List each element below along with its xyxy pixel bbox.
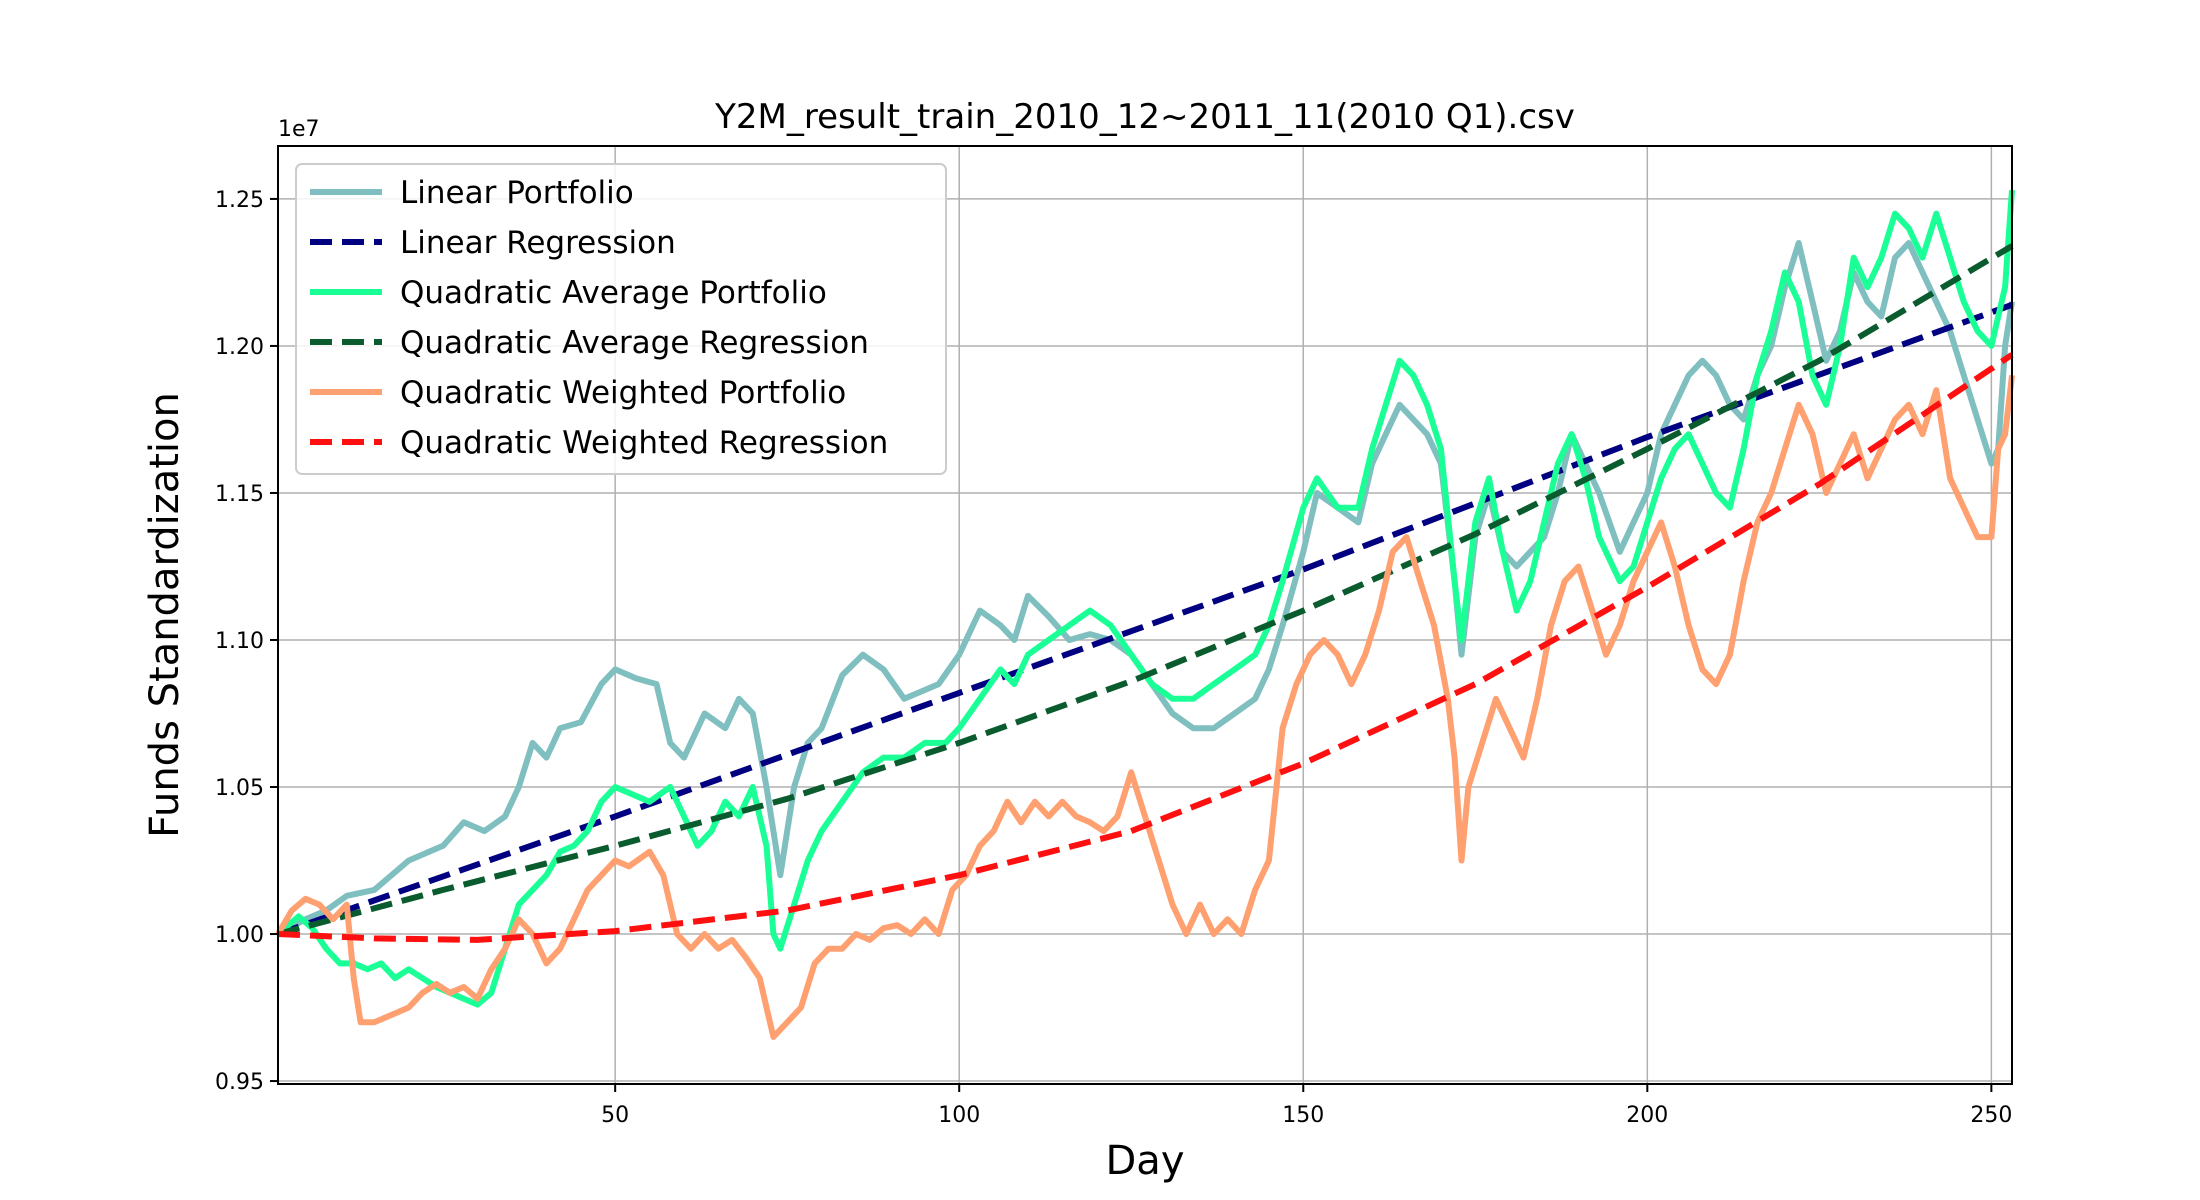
y-tick-label: 1.25 bbox=[215, 188, 264, 213]
legend: Linear Portfolio Linear Regression Quadrat… bbox=[295, 163, 947, 475]
x-axis-title: Day bbox=[1106, 1138, 1185, 1184]
y-tick-label: 1.10 bbox=[215, 629, 264, 654]
legend-label: Quadratic Average Regression bbox=[400, 325, 869, 361]
y-tick-label: 1.00 bbox=[215, 923, 264, 948]
series-lines bbox=[275, 189, 2015, 1040]
chart-title: Y2M_result_train_2010_12~2011_11(2010 Q1… bbox=[714, 97, 1575, 137]
series-line-quadratic-weighted-portfolio bbox=[275, 375, 2015, 1040]
plot-area-frame bbox=[277, 145, 2013, 1085]
legend-label: Quadratic Average Portfolio bbox=[400, 275, 827, 311]
x-tick-label: 150 bbox=[1282, 1103, 1324, 1128]
y-tick-label: 1.05 bbox=[215, 776, 264, 801]
series-line-quadratic-average-regression bbox=[277, 243, 2014, 937]
series-line-quadratic-weighted-regression bbox=[277, 352, 2014, 943]
y-axis-offset-label: 1e7 bbox=[278, 117, 320, 142]
x-tick-label: 200 bbox=[1626, 1103, 1668, 1128]
legend-box bbox=[295, 163, 947, 475]
series-line-quadratic-average-portfolio bbox=[276, 189, 2015, 1008]
x-tick-label: 50 bbox=[601, 1103, 629, 1128]
y-tick-label: 1.15 bbox=[215, 482, 264, 507]
legend-label: Quadratic Weighted Regression bbox=[400, 425, 888, 461]
legend-label: Quadratic Weighted Portfolio bbox=[400, 375, 846, 411]
y-tick-label: 0.95 bbox=[215, 1070, 264, 1095]
y-axis-title: Funds Standardization bbox=[142, 392, 188, 838]
series-line-linear-regression bbox=[277, 301, 2014, 937]
y-tick-label: 1.20 bbox=[215, 335, 264, 360]
axis-ticks: 50 100 150 200 250 0.95 1.00 1.05 1.10 1.15 1.20 1.… bbox=[215, 188, 2012, 1128]
x-tick-label: 100 bbox=[938, 1103, 980, 1128]
legend-label: Linear Regression bbox=[400, 225, 676, 261]
legend-label: Linear Portfolio bbox=[400, 175, 634, 211]
x-tick-label: 250 bbox=[1970, 1103, 2012, 1128]
